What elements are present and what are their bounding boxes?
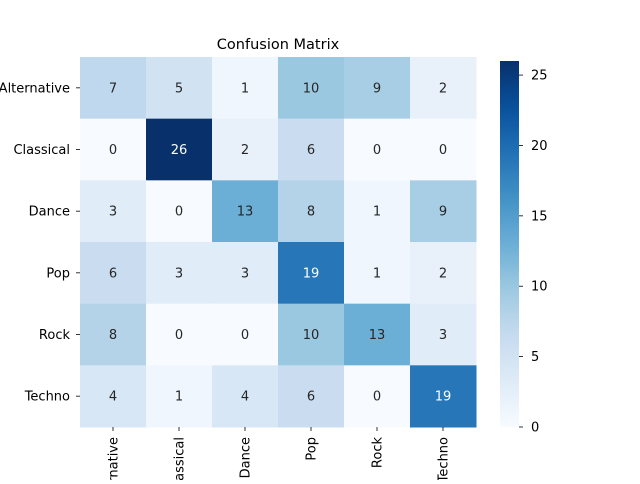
y-tick-label: Classical [13,143,70,158]
y-tick-label: Rock [39,328,71,343]
cell-value-label: 3 [241,266,249,281]
cell-value-label: 2 [439,266,447,281]
cell-value-label: 19 [303,266,320,281]
colorbar-tick-label: 5 [531,350,539,365]
cell-value-label: 2 [241,143,249,158]
cell-value-label: 8 [307,205,315,220]
heatmap-cells: 7 5 1 10 9 20 26 2 6 0 03 0 13 8 1 96 3 3 19 1 28 0 0 10 13 34 1 4 6… [80,57,477,428]
cell-value-label: 0 [175,205,183,220]
cell-value-label: 26 [171,143,188,158]
cell-value-label: 6 [109,266,117,281]
y-tick-label: Dance [29,205,70,220]
cell-value-label: 9 [373,81,381,96]
cell-value-label: 6 [307,390,315,405]
colorbar-tick-label: 25 [531,69,548,84]
cell-value-label: 3 [175,266,183,281]
x-tick-label: Dance [239,437,254,478]
cell-value-label: 10 [303,81,320,96]
cell-value-label: 5 [175,81,183,96]
cell-value-label: 0 [439,143,447,158]
cell-value-label: 13 [237,205,254,220]
cell-value-label: 4 [241,390,249,405]
cell-value-label: 3 [109,205,117,220]
y-tick-label: Alternative [0,81,70,96]
cell-value-label: 1 [175,390,183,405]
colorbar-tick-label: 15 [531,209,548,224]
x-tick-label: Techno [437,437,452,480]
cell-value-label: 1 [373,266,381,281]
colorbar-tick-label: 10 [531,280,548,295]
cell-value-label: 0 [241,328,249,343]
cell-value-label: 0 [373,143,381,158]
cell-value-label: 0 [175,328,183,343]
cell-value-label: 6 [307,143,315,158]
x-tick-label: Pop [305,437,320,461]
cell-value-label: 0 [373,390,381,405]
cell-value-label: 19 [435,390,452,405]
colorbar: 0 5 10 15 20 25 [500,61,548,436]
x-tick-label: Classical [173,437,188,480]
cell-value-label: 2 [439,81,447,96]
x-tick-label: Alternative [107,437,122,480]
cell-value-label: 10 [303,328,320,343]
cell-value-label: 8 [109,328,117,343]
chart-title: Confusion Matrix [217,37,340,53]
cell-value-label: 1 [373,205,381,220]
cell-value-label: 3 [439,328,447,343]
cell-value-label: 0 [109,143,117,158]
y-tick-label: Pop [46,266,70,281]
x-tick-labels: Alternative Classical Dance Pop Rock Techno [107,427,452,480]
cell-value-label: 7 [109,81,117,96]
y-tick-label: Techno [24,390,70,405]
cell-value-label: 9 [439,205,447,220]
colorbar-gradient [500,61,519,427]
cell-value-label: 13 [369,328,386,343]
cell-value-label: 4 [109,390,117,405]
colorbar-tick-label: 20 [531,139,548,154]
y-tick-labels: Alternative Classical Dance Pop Rock Techno [0,81,80,404]
x-tick-label: Rock [371,437,386,469]
cell-value-label: 1 [241,81,249,96]
colorbar-tick-label: 0 [531,421,539,436]
